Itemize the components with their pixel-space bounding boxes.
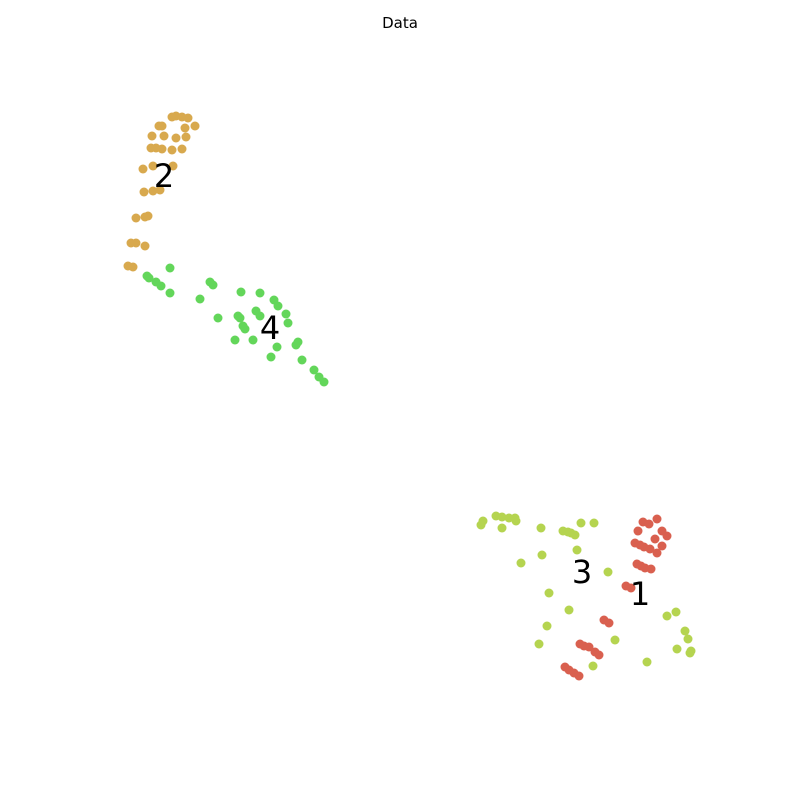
scatter-point [168,146,177,155]
scatter-point [237,288,246,297]
scatter-point [577,519,586,528]
scatter-point [182,133,191,142]
scatter-point [538,551,547,560]
scatter-point [282,310,291,319]
scatter-point [298,356,307,365]
scatter-point [646,545,655,554]
scatter-point [143,272,152,281]
cluster-label: 3 [572,553,592,591]
scatter-point [166,289,175,298]
scatter-point [565,606,574,615]
scatter-point [267,353,276,362]
scatter-point [184,114,193,123]
scatter-point [684,635,693,644]
cluster-label: 2 [154,157,174,195]
scatter-point [181,124,190,133]
scatter-point [140,188,149,197]
cluster-labels-layer: 13 4 2 [154,157,650,613]
scatter-point [294,338,303,347]
scatter-point [537,524,546,533]
scatter-point [132,214,141,223]
scatter-point [605,619,614,628]
scatter-point [132,239,141,248]
scatter-point [658,542,667,551]
chart-title: Data [382,14,418,32]
scatter-point [178,145,187,154]
scatter-point [590,519,599,528]
scatter-point [647,565,656,574]
scatter-point [160,132,169,141]
scatter-point [517,559,526,568]
scatter-point [681,627,690,636]
scatter-point [214,314,223,323]
scatter-point [129,263,138,272]
scatter-point [196,295,205,304]
scatter-point [589,662,598,671]
scatter-point [604,568,613,577]
scatter-point [512,517,521,526]
scatter-point [672,608,681,617]
scatter-point [663,612,672,621]
scatter-point [479,517,488,526]
scatter-point [643,658,652,667]
cluster-label: 4 [260,309,280,347]
scatter-point [653,515,662,524]
scatter-point [256,289,265,298]
scatter-point [234,312,243,321]
scatter-point [687,647,696,656]
scatter-point [658,527,667,536]
scatter-point [651,535,660,544]
scatter-point [158,145,167,154]
scatter-point [231,336,240,345]
scatter-point [144,212,153,221]
scatter-point [575,672,584,681]
scatter-point [595,651,604,660]
scatter-point [543,622,552,631]
scatter-point [545,589,554,598]
scatter-point [139,165,148,174]
cluster-label: 1 [630,575,650,613]
scatter-point [634,527,643,536]
scatter-point [158,122,167,131]
scatter-point [172,134,181,143]
scatter-point [673,645,682,654]
scatter-point [239,322,248,331]
scatter-point [166,264,175,273]
scatter-point [270,296,279,305]
scatter-point [535,640,544,649]
scatter-point [148,132,157,141]
scatter-point [249,336,258,345]
scatter-point [206,278,215,287]
scatter-point [611,636,620,645]
scatter-point [645,520,654,529]
scatter-point [141,242,150,251]
scatter-point [571,531,580,540]
scatter-point [310,366,319,375]
points-layer [124,112,696,681]
scatter-point [498,524,507,533]
scatter-point [191,122,200,131]
scatter-point [284,319,293,328]
